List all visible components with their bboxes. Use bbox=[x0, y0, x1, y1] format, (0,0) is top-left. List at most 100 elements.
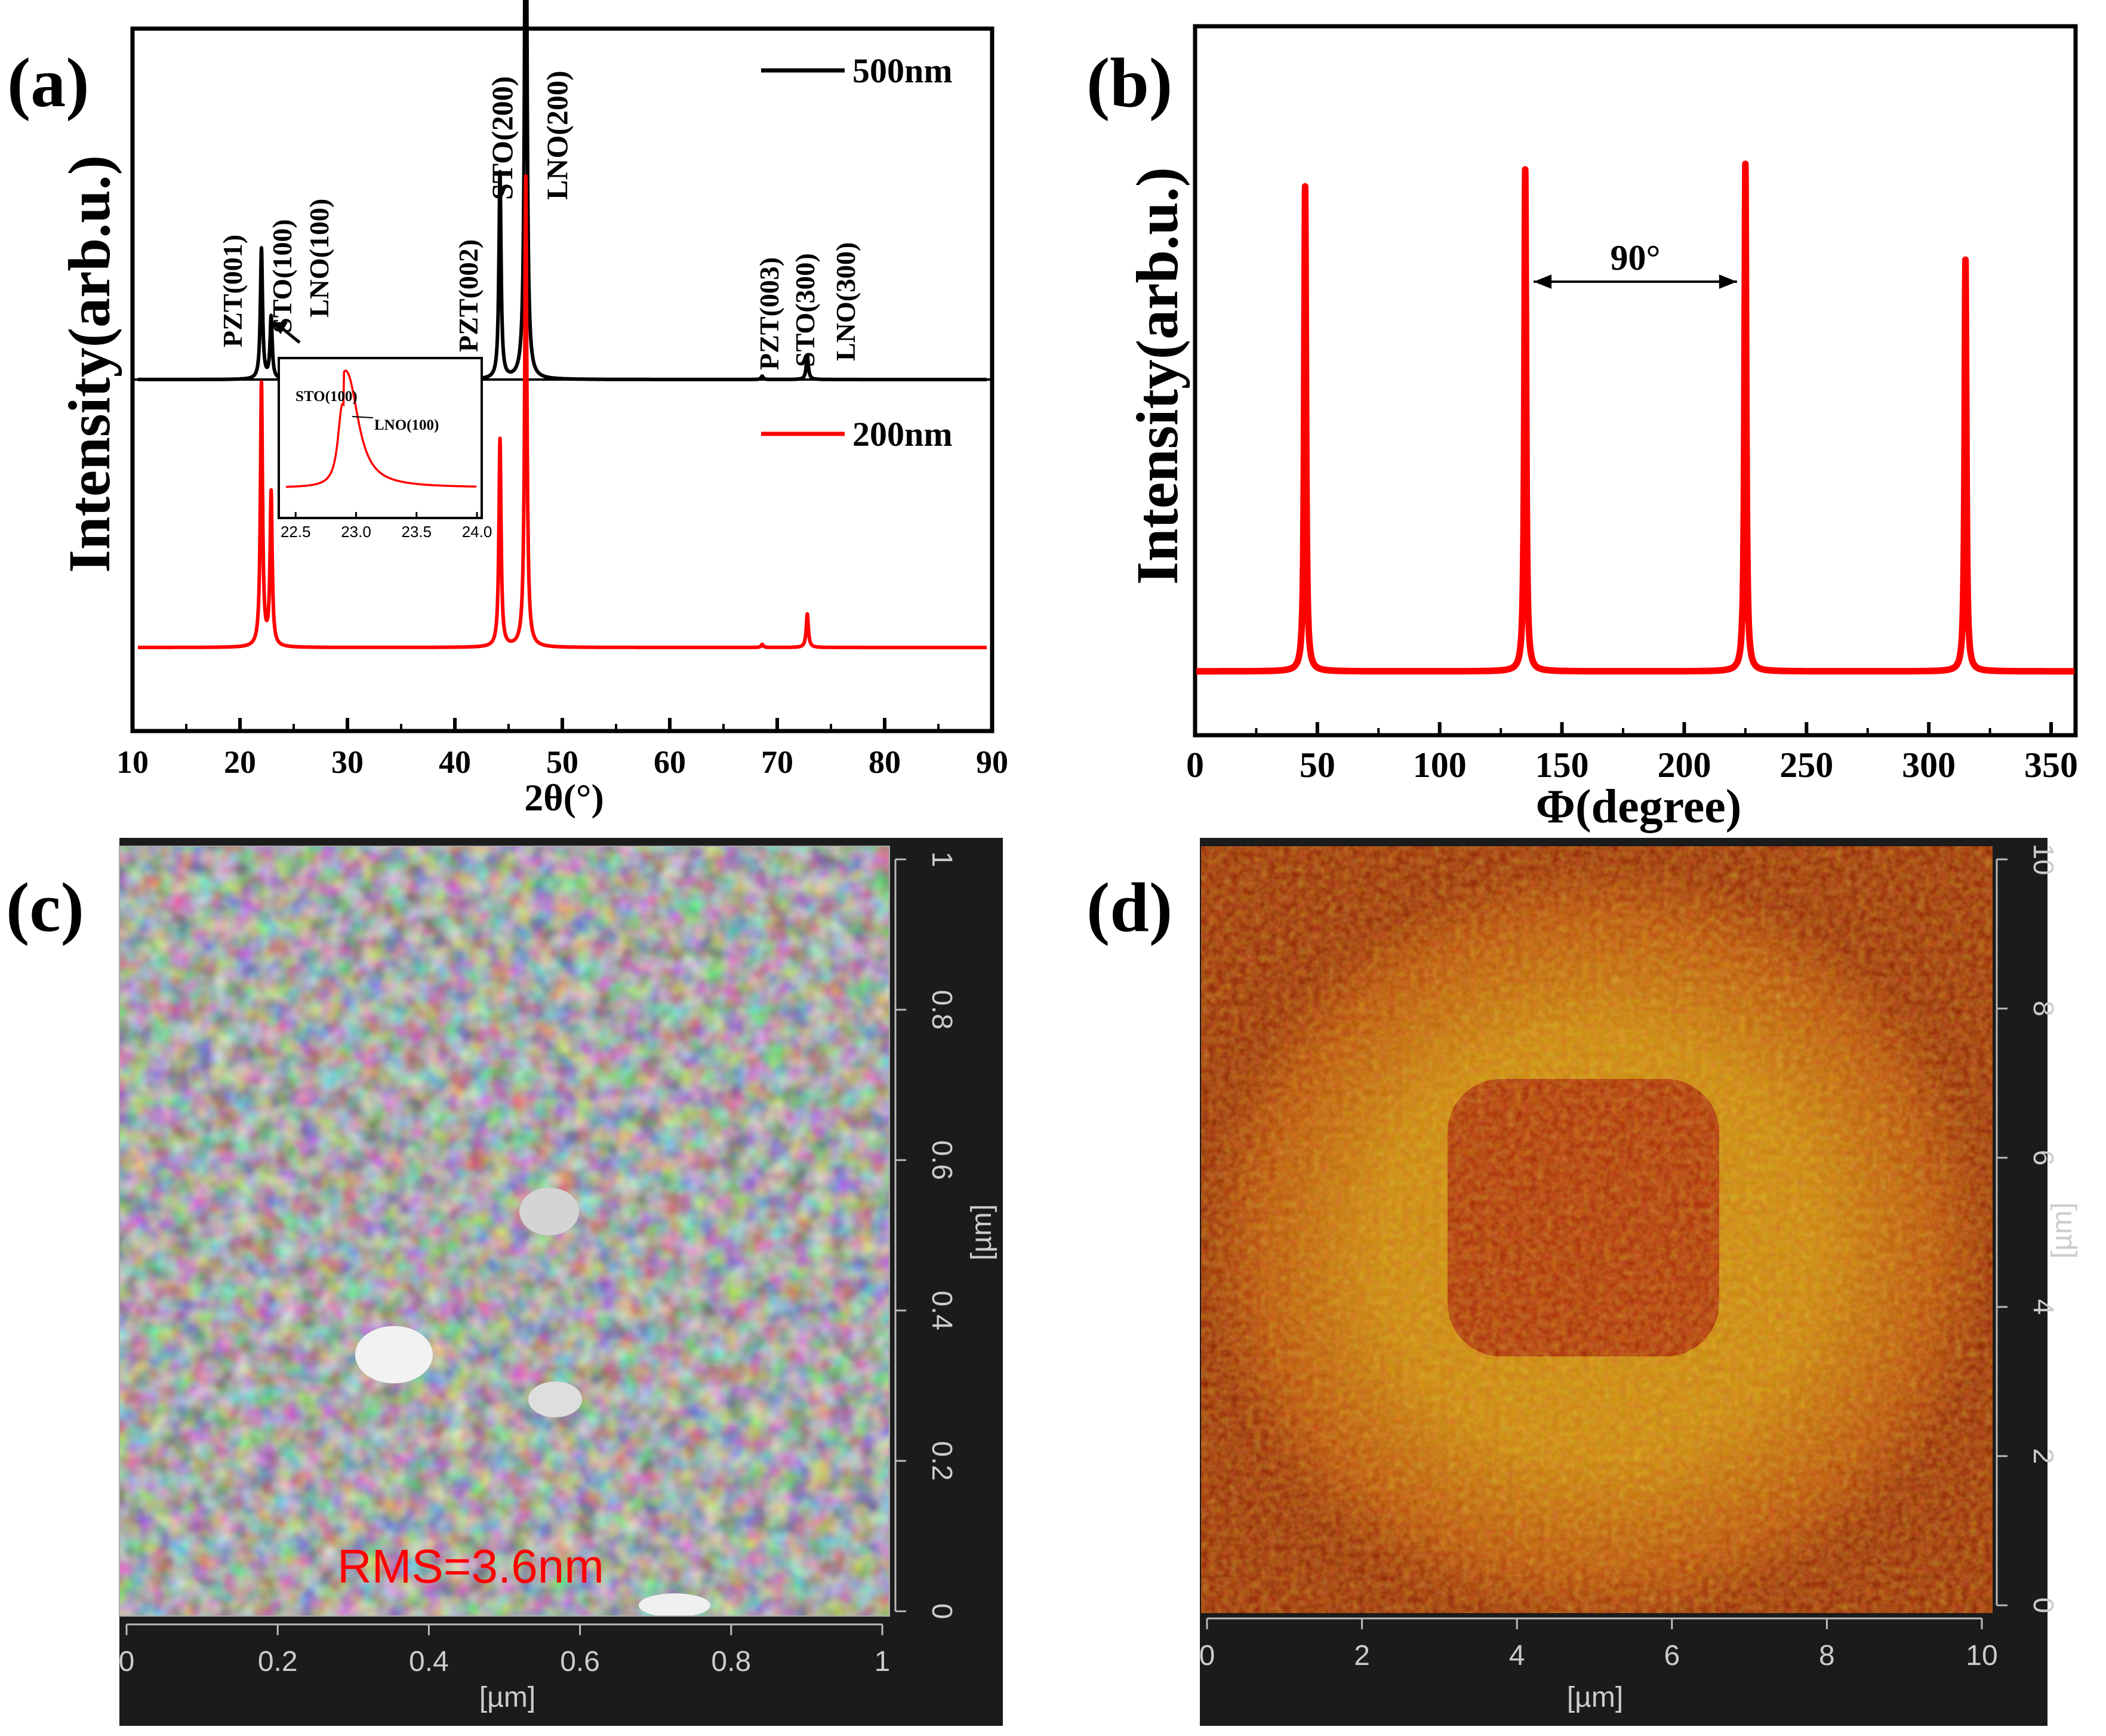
tick-label: 0.4 bbox=[926, 1291, 957, 1331]
afm-d-right-axis: 0 2 4 6 8 10 bbox=[1996, 843, 2059, 1614]
rms-label: RMS=3.6nm bbox=[337, 1540, 604, 1593]
x-tick-label: 150 bbox=[1535, 745, 1589, 785]
tick-label: 2 bbox=[1354, 1640, 1370, 1672]
afm-c-image bbox=[119, 846, 889, 1616]
x-tick-label: 40 bbox=[439, 744, 471, 780]
legend-label-200nm: 200nm bbox=[852, 415, 953, 454]
peak-label-lno100: LNO(100) bbox=[304, 199, 334, 317]
panel-b: 0 50 100 150 200 250 300 350 90° (b) Intensity(… bbox=[1086, 24, 2078, 833]
afm-d-bottom-unit: [µm] bbox=[1567, 1682, 1623, 1713]
panel-b-ylabel: Intensity(arb.u.) bbox=[1124, 167, 1190, 585]
x-tick-label: 50 bbox=[546, 744, 578, 780]
peak-label-sto200: STO(200) bbox=[485, 76, 519, 200]
series-line-phi-scan bbox=[1193, 161, 2078, 675]
peak-label-pzt002: PZT(002) bbox=[453, 239, 484, 352]
tick-label: 0 bbox=[2027, 1598, 2059, 1614]
legend-label-500nm: 500nm bbox=[852, 51, 953, 90]
afm-d-texture bbox=[1201, 846, 1993, 1613]
tick-label: 4 bbox=[1509, 1640, 1525, 1672]
inset-tick-label: 24.0 bbox=[462, 523, 492, 541]
tick-label: 0.6 bbox=[926, 1140, 957, 1180]
x-tick-label: 30 bbox=[331, 744, 364, 780]
peak-label-pzt001: PZT(001) bbox=[217, 235, 248, 347]
panel-d-label: (d) bbox=[1086, 868, 1172, 946]
inset-curve bbox=[285, 369, 477, 488]
afm-c-right-axis: 0 0.2 0.4 0.6 0.8 1 bbox=[894, 852, 957, 1620]
tick-label: 2 bbox=[2027, 1448, 2059, 1464]
tick-label: 0.6 bbox=[560, 1646, 600, 1678]
peak-label-lno200: LNO(200) bbox=[540, 70, 574, 200]
tick-label: 0 bbox=[1199, 1640, 1215, 1672]
afm-c-bottom-unit: [µm] bbox=[479, 1682, 535, 1713]
arrowhead-right bbox=[1719, 275, 1737, 289]
inset-tick-label: 23.5 bbox=[401, 523, 432, 541]
x-tick-label: 50 bbox=[1300, 745, 1335, 785]
tick-label: 10 bbox=[2027, 843, 2059, 875]
panel-b-label: (b) bbox=[1086, 44, 1172, 122]
x-tick-label: 20 bbox=[224, 744, 256, 780]
tick-label: 0.2 bbox=[258, 1646, 298, 1678]
peak-label-sto100: STO(100) bbox=[267, 219, 297, 333]
inset-tick-label: 23.0 bbox=[341, 523, 371, 541]
x-tick-label: 100 bbox=[1413, 745, 1467, 785]
x-tick-label: 90 bbox=[976, 744, 1008, 780]
inset-label-lno100: LNO(100) bbox=[374, 417, 439, 433]
lno100-arrowhead bbox=[272, 322, 288, 334]
afm-c-bright-grain bbox=[639, 1593, 710, 1616]
tick-label: 8 bbox=[1819, 1640, 1835, 1672]
afm-d-bottom-axis: 0 2 4 6 8 10 bbox=[1199, 1617, 1998, 1672]
panel-c: RMS=3.6nm 0 0.2 0.4 0.6 0.8 1 00.20.40.60.81 … bbox=[6, 838, 1003, 1726]
afm-c-bottom-axis: 0 0.2 0.4 0.6 0.8 1 bbox=[119, 1623, 891, 1678]
tick-label: 0.4 bbox=[409, 1646, 449, 1678]
afm-c-bright-grain bbox=[519, 1188, 579, 1235]
tick-label: 6 bbox=[2027, 1150, 2059, 1166]
inset-pointer bbox=[352, 416, 374, 418]
series-line-200nm bbox=[136, 174, 989, 649]
afm-d-right-unit: [µm] bbox=[2046, 1202, 2078, 1259]
afm-c-scale-frame bbox=[119, 846, 890, 1617]
tick-label: 4 bbox=[2027, 1299, 2059, 1315]
panel-c-label: (c) bbox=[6, 868, 84, 946]
afm-c-right-unit: [µm] bbox=[966, 1204, 997, 1260]
x-tick-label: 80 bbox=[869, 744, 901, 780]
panel-b-xlabel: Φ(degree) bbox=[1536, 781, 1742, 833]
x-tick-label: 350 bbox=[2024, 745, 2078, 785]
tick-label: 0 bbox=[119, 1646, 135, 1678]
panel-b-frame bbox=[1193, 24, 2078, 738]
panel-b-x-ticks: 0 50 100 150 200 250 300 350 bbox=[1186, 722, 2078, 785]
inset-label-sto100: STO(100) bbox=[295, 388, 358, 405]
arrowhead-left bbox=[1534, 275, 1552, 289]
x-tick-label: 200 bbox=[1657, 745, 1711, 785]
tick-label: 10 bbox=[1966, 1640, 1997, 1672]
panel-d: 0 2 4 6 8 10 0 2 4 6 8 10 [µm] [µm] (d) bbox=[1086, 838, 2078, 1726]
peak-label-lno300: LNO(300) bbox=[830, 242, 861, 361]
spacing-arrow-90deg bbox=[1534, 275, 1737, 289]
inset-frame bbox=[278, 357, 483, 519]
spacing-label-90deg: 90° bbox=[1611, 238, 1661, 277]
peak-label-sto300: STO(300) bbox=[790, 253, 820, 367]
panel-a-ylabel: Intensity(arb.u.) bbox=[56, 155, 122, 573]
panel-a-xlabel: 2θ(°) bbox=[524, 776, 604, 819]
tick-label: 0.8 bbox=[711, 1646, 751, 1678]
panel-a: 10 20 30 40 50 60 70 80 90 500nm 200nm PZT(001) … bbox=[7, 0, 1008, 819]
peak-label-pzt003: PZT(003) bbox=[754, 257, 784, 370]
panel-a-x-ticks: 10 20 30 40 50 60 70 80 90 bbox=[116, 718, 1008, 780]
afm-c-bright-grain bbox=[528, 1382, 582, 1417]
x-tick-label: 60 bbox=[654, 744, 686, 780]
tick-label: 1 bbox=[875, 1646, 891, 1678]
tick-label: 0 bbox=[926, 1604, 957, 1620]
panel-a-label: (a) bbox=[7, 44, 90, 122]
inset-tick-label: 22.5 bbox=[281, 523, 311, 541]
lno100-pointer bbox=[279, 326, 301, 344]
x-tick-label: 250 bbox=[1779, 745, 1833, 785]
x-tick-label: 300 bbox=[1902, 745, 1956, 785]
x-tick-label: 70 bbox=[761, 744, 793, 780]
tick-label: 0.2 bbox=[926, 1441, 957, 1481]
inset: STO(100) LNO(100) 22.5 23.0 23.5 24.0 bbox=[278, 357, 492, 541]
x-tick-label: 10 bbox=[116, 744, 149, 780]
tick-label: 6 bbox=[1664, 1640, 1680, 1672]
inset-x-ticks: 22.5 23.0 23.5 24.0 bbox=[281, 512, 492, 541]
tick-label: 0.8 bbox=[926, 990, 957, 1030]
tick-label: 8 bbox=[2027, 1001, 2059, 1017]
